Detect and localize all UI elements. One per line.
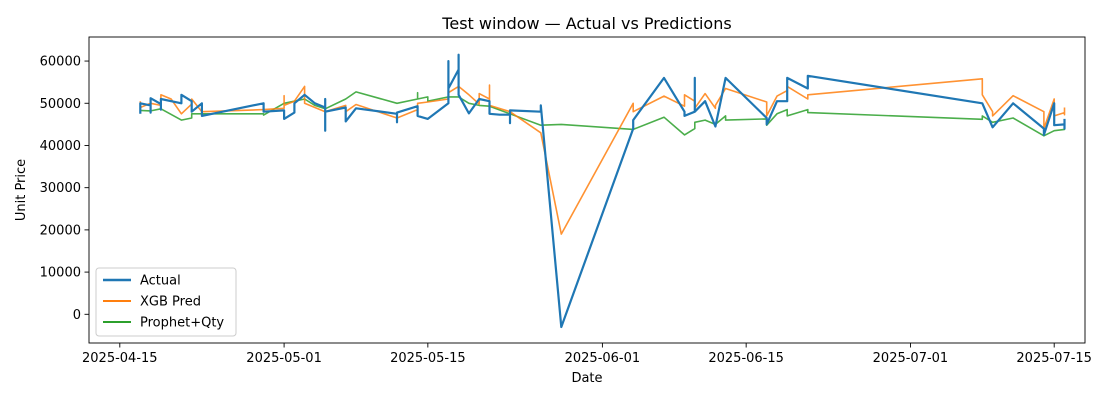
series-line-actual [139,53,1066,329]
y-tick-label: 40000 [40,139,81,154]
y-axis-title: Unit Price [14,159,29,221]
legend-label: Prophet+Qty [140,316,224,331]
x-tick-label: 2025-07-01 [873,351,949,366]
y-tick-label: 30000 [40,181,81,196]
plot-frame [88,36,1086,344]
x-tick-label: 2025-04-15 [82,351,158,366]
y-tick-label: 10000 [40,266,81,281]
x-axis-title: Date [571,371,602,386]
x-tick-label: 2025-05-01 [246,351,322,366]
x-tick-label: 2025-06-01 [565,351,641,366]
legend-label: XGB Pred [140,295,201,310]
y-tick-label: 0 [73,308,81,323]
x-tick-label: 2025-07-15 [1016,351,1092,366]
y-axis: 0 10000 20000 30000 40000 50000 60000 [40,55,89,323]
x-axis: 2025-04-15 2025-05-01 2025-05-15 2025-06-01… [82,343,1092,366]
x-tick-label: 2025-05-15 [390,351,466,366]
legend-box [95,267,237,337]
legend: Actual XGB Pred Prophet+Qty [95,267,237,337]
series-layer [139,53,1066,329]
y-tick-label: 20000 [40,223,81,238]
legend-label: Actual [140,274,181,289]
chart-title: Test window — Actual vs Predictions [441,14,731,33]
x-tick-label: 2025-06-15 [708,351,784,366]
y-tick-label: 60000 [40,55,81,70]
y-tick-label: 50000 [40,97,81,112]
